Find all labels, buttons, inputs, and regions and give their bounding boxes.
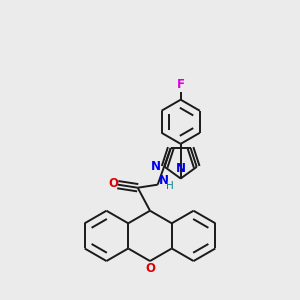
Text: O: O — [109, 177, 119, 190]
Text: O: O — [145, 262, 155, 275]
Text: F: F — [177, 78, 185, 92]
Text: N: N — [176, 163, 186, 176]
Text: N: N — [151, 160, 161, 173]
Text: H: H — [166, 181, 174, 191]
Text: N: N — [159, 175, 169, 188]
